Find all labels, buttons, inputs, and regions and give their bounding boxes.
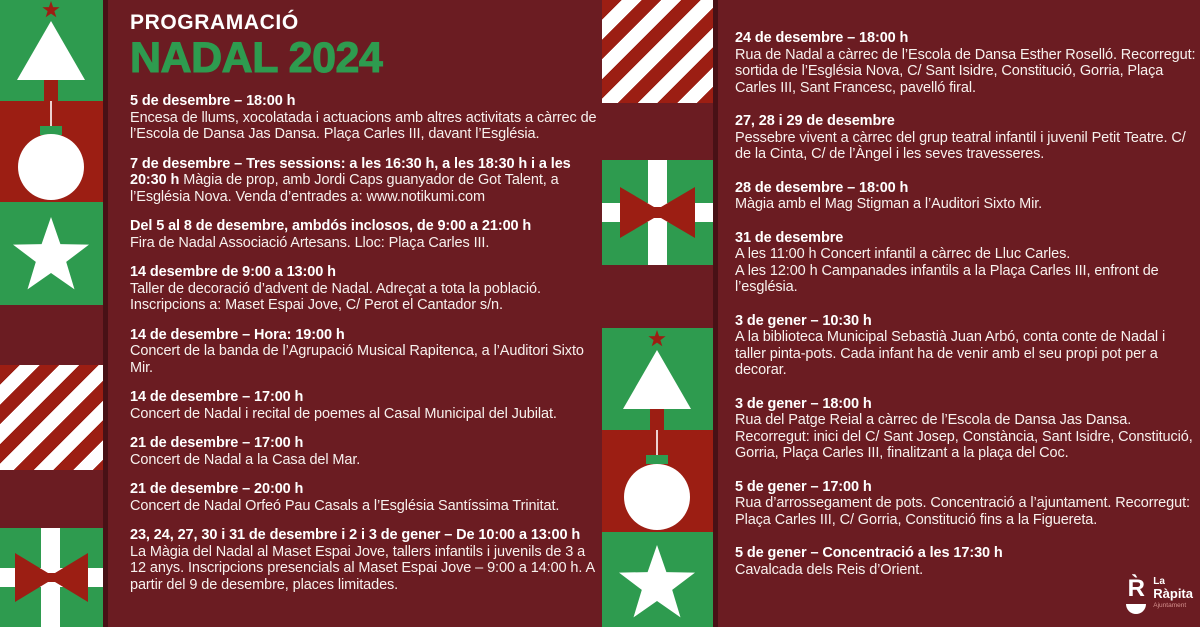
event-item: 31 de desembre A les 11:00 h Concert infa… — [735, 230, 1198, 296]
event-description: Taller de decoració d’advent de Nadal. A… — [130, 280, 541, 314]
gift-bow-tile — [602, 160, 713, 265]
event-date: 23, 24, 27, 30 i 31 de desembre i 2 i 3 … — [130, 527, 581, 543]
event-item: 3 de gener – 18:00 h Rua del Patge Reial … — [735, 396, 1198, 462]
candy-stripes-tile — [0, 365, 103, 470]
la-rapita-logo-mark: R̀ — [1124, 576, 1148, 614]
event-description: Rua del Patge Reial a càrrec de l’Escola… — [735, 412, 1193, 461]
event-date: 24 de desembre – 18:00 h — [735, 30, 909, 46]
logo-text-rapita: Ràpita — [1153, 586, 1193, 601]
event-item: Del 5 al 8 de desembre, ambdós inclosos,… — [130, 218, 598, 251]
event-description: Encesa de llums, xocolatada i actuacions… — [130, 109, 597, 143]
gift-bow-tile — [0, 528, 103, 627]
event-date: 14 desembre de 9:00 a 13:00 h — [130, 264, 336, 280]
event-date: 3 de gener – 10:30 h — [735, 312, 872, 329]
event-item: 28 de desembre – 18:00 h Màgia amb el Mag… — [735, 180, 1198, 213]
event-date: 27, 28 i 29 de desembre — [735, 113, 895, 129]
poster-title: NADAL 2024 — [129, 34, 383, 82]
event-description: A la biblioteca Municipal Sebastià Juan … — [735, 329, 1166, 378]
event-item: 21 de desembre – 20:00 h Concert de Nadal… — [130, 481, 598, 514]
event-item: 27, 28 i 29 de desembre Pessebre vivent a… — [735, 113, 1198, 163]
event-item: 5 de gener – 17:00 h Rua d’arrossegament … — [735, 479, 1198, 529]
event-item: 5 de desembre – 18:00 h Encesa de llums, … — [130, 93, 598, 143]
la-rapita-logo-text: La Ràpita Ajuntament — [1153, 576, 1193, 610]
event-date: 3 de gener – 18:00 h — [735, 395, 872, 412]
event-description: Cavalcada dels Reis d’Orient. — [735, 561, 924, 578]
star-tile — [602, 532, 713, 627]
bauble-tile — [0, 101, 103, 202]
event-description: Concert de la banda de l’Agrupació Music… — [130, 343, 584, 376]
event-date: 5 de desembre – 18:00 h — [130, 93, 296, 109]
right-program-column: 24 de desembre – 18:00 h Rua de Nadal a c… — [735, 30, 1198, 595]
bauble-tile — [602, 430, 713, 532]
middle-strip-shadow — [713, 0, 718, 627]
logo-bowl-icon — [1126, 604, 1147, 614]
event-description: Pessebre vivent a càrrec del grup teatra… — [735, 129, 1186, 163]
event-date: 14 de desembre – 17:00 h — [130, 389, 304, 405]
event-description: Rua de Nadal a càrrec de l’Escola de Dan… — [735, 46, 1196, 96]
event-item: 23, 24, 27, 30 i 31 de desembre i 2 i 3 … — [130, 527, 598, 593]
event-item: 24 de desembre – 18:00 h Rua de Nadal a c… — [735, 30, 1198, 96]
la-rapita-ajuntament-logo: R̀ La Ràpita Ajuntament — [1124, 576, 1193, 614]
event-date: 21 de desembre – 20:00 h — [130, 481, 304, 497]
logo-text-la: La — [1153, 576, 1165, 587]
poster-kicker: PROGRAMACIÓ — [130, 11, 299, 34]
event-description: Concert de Nadal i recital de poemes al … — [130, 405, 557, 422]
event-item: 14 de desembre – 17:00 h Concert de Nadal… — [130, 389, 598, 422]
christmas-tree-icon — [623, 330, 691, 430]
left-strip-shadow — [103, 0, 108, 627]
event-date: 21 de desembre – 17:00 h — [130, 435, 304, 451]
event-date: 28 de desembre – 18:00 h — [735, 179, 909, 196]
event-description: La Màgia del Nadal al Maset Espai Jove, … — [130, 543, 595, 593]
event-item: 7 de desembre – Tres sessions: a les 16:… — [130, 156, 598, 206]
star-icon — [13, 217, 89, 290]
event-date: 31 de desembre — [735, 229, 844, 246]
event-item: 21 de desembre – 17:00 h Concert de Nadal… — [130, 435, 598, 468]
christmas-tree-icon — [17, 1, 85, 101]
logo-text-ajuntament: Ajuntament — [1153, 602, 1187, 609]
candy-stripes-tile — [602, 0, 713, 103]
gift-bow-icon — [0, 528, 103, 627]
event-date: 5 de gener – Concentració a les 17:30 h — [735, 545, 1003, 561]
event-date: Del 5 al 8 de desembre, ambdós inclosos,… — [130, 218, 532, 234]
event-description: A les 11:00 h Concert infantil a càrrec … — [735, 246, 1159, 295]
star-icon — [619, 545, 695, 618]
left-program-column: PROGRAMACIÓ NADAL 2024 5 de desembre – 1… — [129, 11, 598, 606]
event-item: 14 de desembre – Hora: 19:00 h Concert de… — [130, 327, 598, 377]
event-description: Concert de Nadal Orfeó Pau Casals a l’Es… — [130, 497, 560, 514]
logo-r-letter: R̀ — [1127, 575, 1145, 602]
event-description: Màgia de prop, amb Jordi Caps guanyador … — [130, 172, 559, 205]
event-date: 14 de desembre – Hora: 19:00 h — [130, 326, 345, 343]
christmas-tree-tile — [602, 328, 713, 430]
event-date: 7 de desembre – Tres sessions: a les 16:… — [130, 155, 571, 189]
christmas-tree-tile — [0, 0, 103, 101]
bauble-icon — [624, 430, 690, 530]
event-date: 5 de gener – 17:00 h — [735, 478, 872, 495]
event-description: Concert de Nadal a la Casa del Mar. — [130, 451, 361, 468]
event-item: 14 desembre de 9:00 a 13:00 h Taller de d… — [130, 264, 598, 314]
event-description: Màgia amb el Mag Stigman a l’Auditori Si… — [735, 196, 1043, 212]
gift-bow-icon — [602, 160, 713, 265]
event-description: Rua d’arrossegament de pots. Concentraci… — [735, 495, 1190, 528]
event-description: Fira de Nadal Associació Artesans. Lloc:… — [130, 234, 490, 251]
bauble-icon — [18, 101, 84, 200]
star-tile — [0, 202, 103, 305]
